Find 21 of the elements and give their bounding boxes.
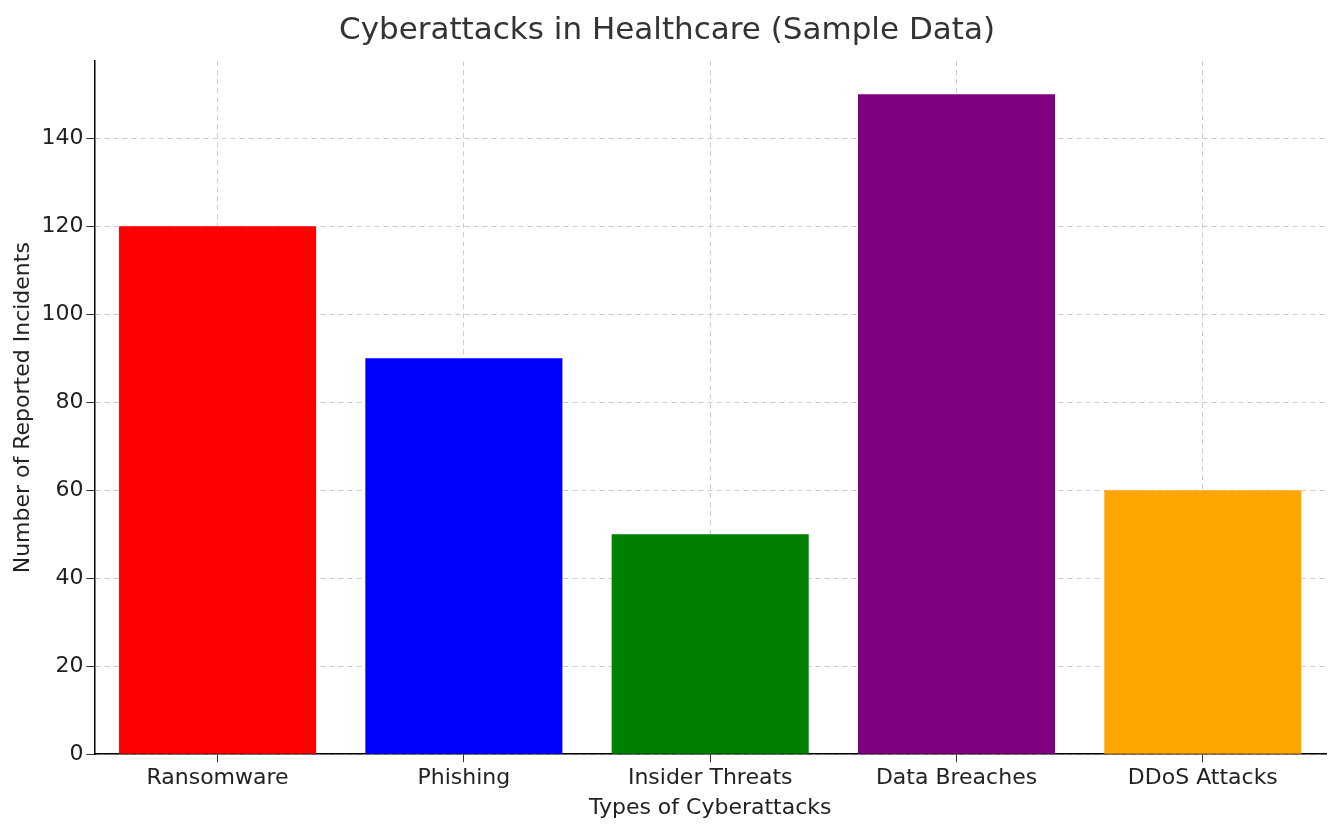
x-tick-label: Phishing (417, 764, 511, 790)
y-tick-label: 120 (41, 211, 84, 237)
chart-title: Cyberattacks in Healthcare (Sample Data) (338, 9, 996, 46)
y-tick-label: 40 (55, 563, 84, 589)
bar (365, 358, 563, 754)
y-tick-label: 0 (69, 739, 84, 765)
y-tick-label: 80 (55, 387, 84, 413)
x-axis-title: Types of Cyberattacks (587, 793, 832, 819)
bar (611, 534, 809, 754)
bar (857, 94, 1056, 754)
y-tick-label: 60 (55, 475, 84, 501)
bar (1104, 490, 1302, 754)
y-axis-title: Number of Reported Incidents (8, 242, 34, 574)
x-tick-label: Insider Threats (627, 764, 793, 790)
y-tick-label: 140 (41, 123, 84, 149)
x-tick-label: DDoS Attacks (1127, 764, 1278, 790)
x-tick-label: Data Breaches (875, 764, 1038, 790)
x-tick-label: Ransomware (146, 764, 289, 790)
y-tick-label: 20 (55, 651, 84, 677)
y-tick-label: 100 (41, 299, 84, 325)
bar (119, 226, 317, 754)
